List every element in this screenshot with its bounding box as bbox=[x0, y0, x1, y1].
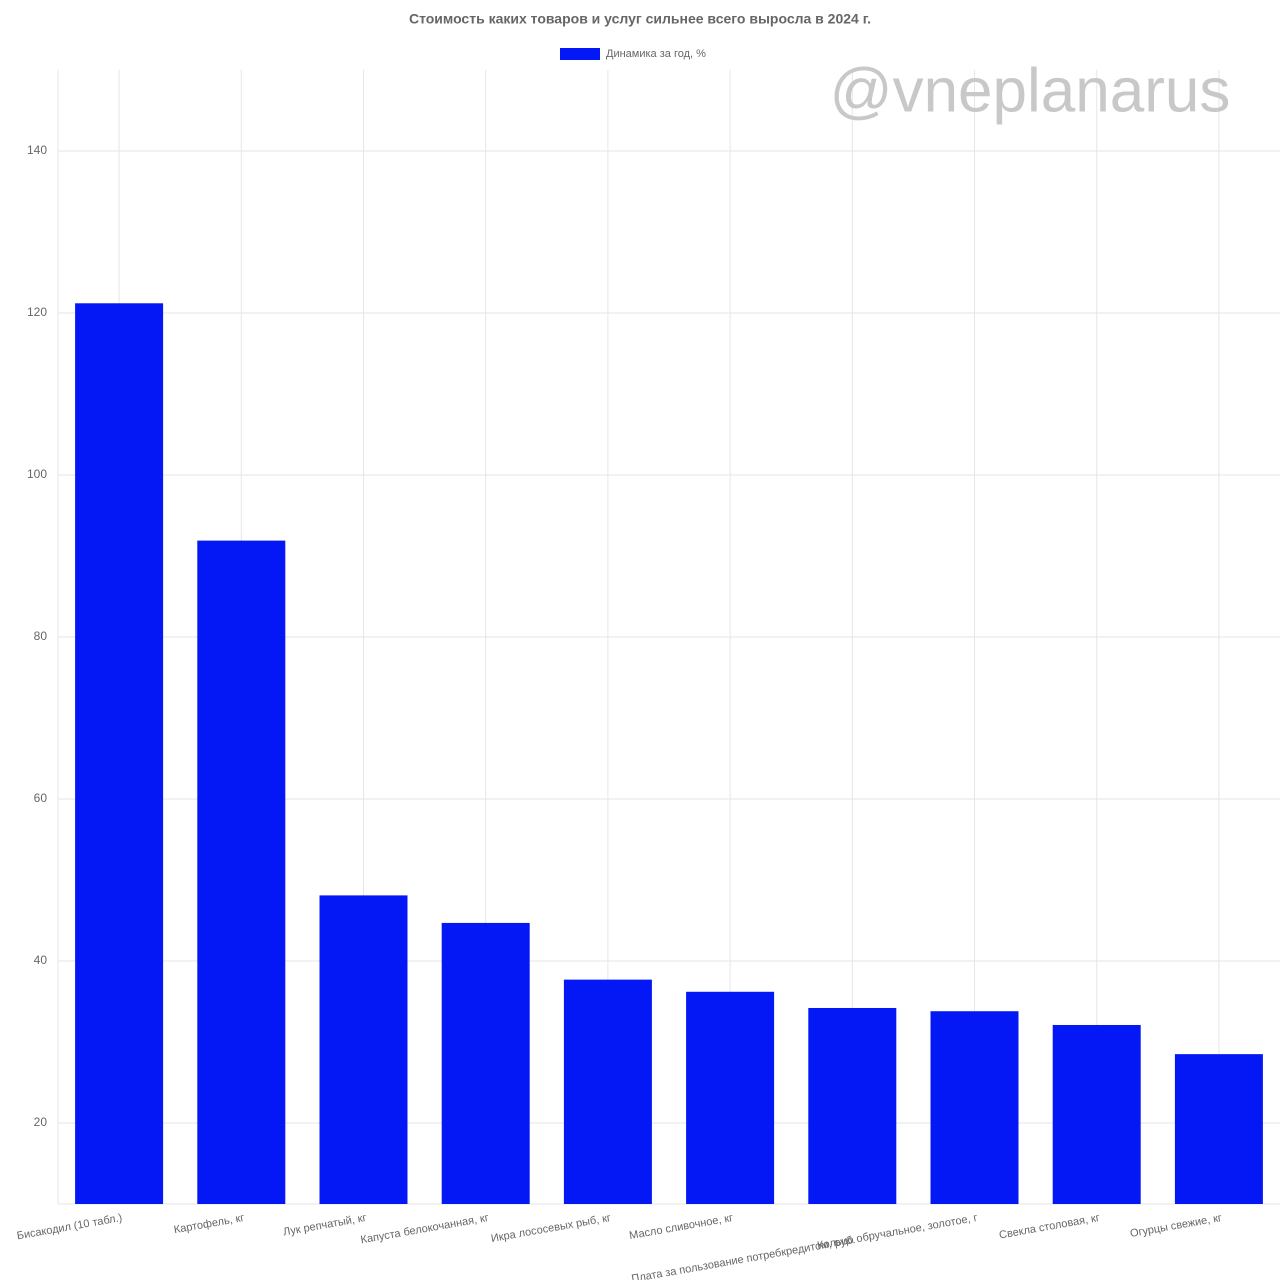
y-tick-label: 100 bbox=[27, 467, 47, 481]
bar bbox=[441, 922, 530, 1204]
bar bbox=[686, 991, 775, 1204]
x-tick-label: Бисакодил (10 табл.) bbox=[16, 1212, 123, 1242]
legend-label: Динамика за год, % bbox=[606, 48, 706, 60]
y-tick-label: 120 bbox=[27, 305, 47, 319]
y-tick-label: 80 bbox=[34, 629, 48, 643]
chart-title: Стоимость каких товаров и услуг сильнее … bbox=[409, 11, 871, 27]
legend-swatch bbox=[560, 48, 600, 60]
x-tick-label: Икра лососевых рыб, кг bbox=[490, 1212, 612, 1245]
bar bbox=[563, 979, 652, 1204]
y-tick-label: 140 bbox=[27, 143, 47, 157]
plot: 20 40 60 80 100 120 140 Динамика за год, % Бисак… bbox=[16, 48, 1280, 1280]
bar bbox=[1052, 1024, 1141, 1204]
bar bbox=[808, 1007, 897, 1204]
y-tick-label: 40 bbox=[34, 953, 48, 967]
x-tick-label: Капуста белокочанная, кг bbox=[360, 1212, 490, 1246]
x-tick-label: Свекла столовая, кг bbox=[998, 1212, 1101, 1242]
x-tick-label: Кольцо обручальное, золотое, г bbox=[816, 1212, 978, 1252]
bar bbox=[319, 895, 408, 1204]
watermark: @vneplanarus bbox=[830, 56, 1231, 125]
bar bbox=[197, 540, 286, 1204]
y-tick-label: 20 bbox=[34, 1115, 48, 1129]
y-tick-label: 60 bbox=[34, 791, 48, 805]
x-tick-label: Картофель, кг bbox=[173, 1212, 245, 1236]
x-tick-label: Масло сливочное, кг bbox=[628, 1212, 734, 1242]
x-tick-label: Лук репчатый, кг bbox=[282, 1212, 367, 1238]
bar bbox=[75, 303, 164, 1204]
bar bbox=[930, 1011, 1019, 1204]
x-tick-label: Огурцы свежие, кг bbox=[1129, 1212, 1223, 1240]
bar bbox=[1174, 1054, 1263, 1204]
